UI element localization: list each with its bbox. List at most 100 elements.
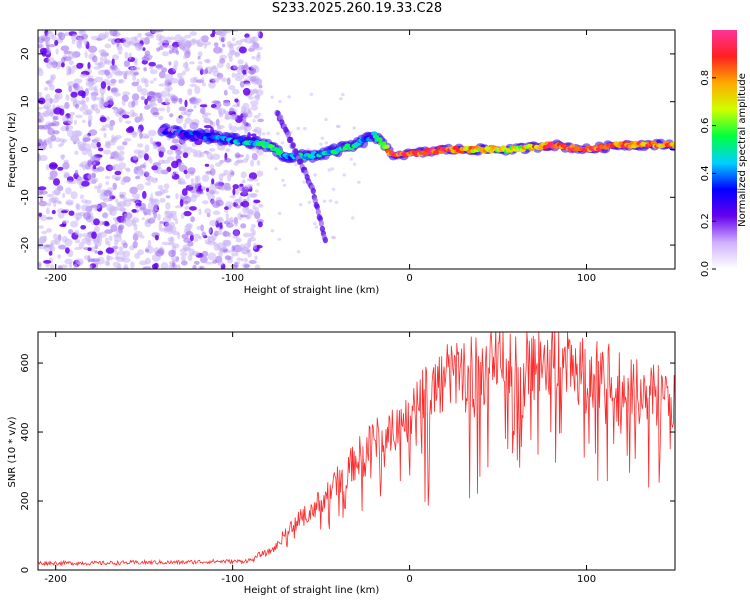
noise-blob <box>99 116 107 123</box>
noise-blob <box>50 75 55 83</box>
noise-blob <box>132 240 138 249</box>
noise-blob <box>80 180 90 187</box>
noise-blob <box>54 39 59 46</box>
noise-blob <box>250 100 259 106</box>
noise-blob <box>38 140 44 148</box>
noise-blob <box>40 214 47 222</box>
noise-blob <box>47 128 55 136</box>
noise-blob <box>62 192 66 198</box>
noise-blob <box>46 202 52 207</box>
noise-blob <box>183 200 189 205</box>
noise-blob <box>81 199 88 204</box>
noise-blob <box>119 107 123 112</box>
noise-blob <box>67 56 72 62</box>
noise-blob <box>250 192 258 198</box>
noise-blob <box>111 58 115 66</box>
noise-blob <box>229 219 235 223</box>
noise-blob <box>98 147 104 152</box>
noise-blob <box>219 222 223 229</box>
noise-blob <box>137 154 142 159</box>
noise-blob <box>105 247 115 254</box>
noise-blob <box>97 250 104 255</box>
noise-blob <box>229 195 236 199</box>
noise-blob <box>224 209 229 213</box>
noise-blob <box>339 97 343 101</box>
noise-blob <box>252 156 258 161</box>
noise-blob <box>131 100 136 108</box>
noise-blob <box>223 157 232 163</box>
noise-blob <box>63 174 68 179</box>
noise-blob <box>256 170 264 177</box>
noise-blob <box>69 111 75 116</box>
noise-blob <box>52 115 59 121</box>
branch-point <box>322 236 328 244</box>
noise-blob <box>88 166 94 170</box>
noise-blob <box>234 188 240 195</box>
noise-blob <box>180 111 188 116</box>
noise-blob <box>109 206 118 211</box>
noise-blob <box>226 62 231 70</box>
noise-blob <box>65 247 70 254</box>
noise-blob <box>223 109 226 114</box>
noise-blob <box>158 115 164 121</box>
noise-blob <box>147 54 153 59</box>
noise-blob <box>294 163 298 167</box>
noise-blob <box>126 111 130 115</box>
noise-blob <box>233 64 238 70</box>
noise-blob <box>147 239 152 248</box>
noise-blob <box>242 69 247 75</box>
noise-blob <box>148 61 156 67</box>
noise-blob <box>101 49 107 53</box>
noise-blob <box>118 116 123 123</box>
noise-blob <box>234 73 242 78</box>
noise-blob <box>144 50 151 56</box>
noise-blob <box>39 196 43 202</box>
noise-blob <box>83 212 92 220</box>
noise-blob <box>48 162 58 170</box>
noise-blob <box>296 126 301 131</box>
noise-blob <box>171 266 176 269</box>
noise-blob <box>224 255 231 261</box>
y-tick-label: 0 <box>20 567 31 573</box>
ridge-point <box>383 144 390 149</box>
noise-blob <box>104 229 113 234</box>
noise-blob <box>243 64 250 72</box>
noise-blob <box>184 44 190 51</box>
noise-blob <box>203 125 212 129</box>
noise-blob <box>76 40 82 48</box>
noise-blob <box>60 45 70 52</box>
noise-blob <box>211 100 221 104</box>
noise-blob <box>143 78 149 84</box>
noise-blob <box>200 256 208 264</box>
noise-blob <box>131 66 141 70</box>
noise-blob <box>184 67 190 72</box>
noise-blob <box>106 116 110 121</box>
branch-point <box>314 203 320 211</box>
noise-blob <box>324 141 329 145</box>
noise-blob <box>236 257 242 261</box>
noise-blob <box>203 43 207 49</box>
noise-blob <box>98 182 103 189</box>
noise-blob <box>144 257 151 265</box>
noise-blob <box>111 106 119 110</box>
noise-blob <box>189 206 197 211</box>
noise-blob <box>198 236 202 240</box>
noise-blob <box>57 211 65 219</box>
noise-blob <box>184 34 192 39</box>
noise-blob <box>169 113 174 118</box>
noise-blob <box>127 198 132 202</box>
noise-blob <box>141 217 145 221</box>
noise-blob <box>258 84 263 89</box>
noise-blob <box>131 217 140 224</box>
noise-blob <box>38 106 43 110</box>
noise-blob <box>103 132 107 138</box>
noise-blob <box>349 157 353 161</box>
noise-blob <box>159 188 165 195</box>
x-tick-label: 100 <box>577 574 596 585</box>
noise-blob <box>81 233 90 238</box>
x-tick-label: 0 <box>406 273 412 284</box>
noise-blob <box>94 250 98 254</box>
x-tick-label: -100 <box>221 574 244 585</box>
snr-panel: -200 -100 0 100 0 200 400 600 Height of straight… <box>7 331 676 596</box>
